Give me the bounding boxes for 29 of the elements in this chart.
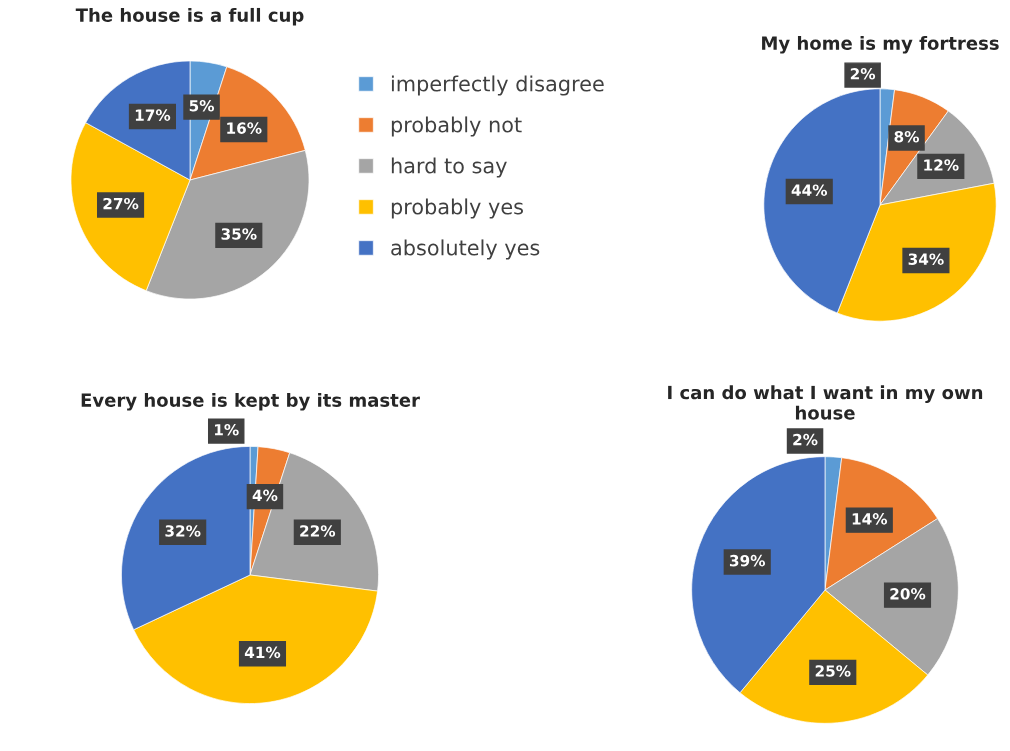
data-label: 27% [103, 197, 139, 210]
data-label: 2% [793, 433, 818, 446]
data-label: 22% [300, 525, 336, 537]
data-label: 16% [227, 122, 262, 134]
legend-label: probably not [391, 116, 522, 137]
chart-title: Every house is kept by its master [81, 392, 420, 411]
data-label: 44% [791, 184, 828, 196]
data-label: 17% [135, 109, 171, 121]
data-label: 8% [894, 130, 919, 143]
legend-label: hard to say [391, 157, 507, 178]
data-label: 4% [252, 489, 278, 502]
data-label: 14% [852, 513, 888, 525]
data-label: 32% [165, 525, 201, 537]
data-label: 34% [908, 253, 944, 265]
data-label: 20% [890, 588, 926, 600]
legend-label: probably yes [391, 198, 524, 219]
legend-label: imperfectly disagree [391, 75, 604, 96]
chart-title: My home is my fortress [762, 35, 999, 54]
data-label: 5% [189, 99, 215, 112]
data-label: 2% [850, 68, 876, 80]
data-label: 35% [221, 228, 257, 240]
legend-label: absolutely yes [391, 239, 540, 260]
chart-title: The house is a full cup [75, 7, 304, 26]
data-label: 12% [924, 159, 959, 171]
data-label: 39% [729, 554, 766, 567]
data-label: 1% [214, 423, 239, 436]
data-label: 25% [815, 665, 851, 677]
data-label: 41% [244, 646, 281, 659]
chart-title: I can do what I want in my own house [668, 385, 983, 420]
